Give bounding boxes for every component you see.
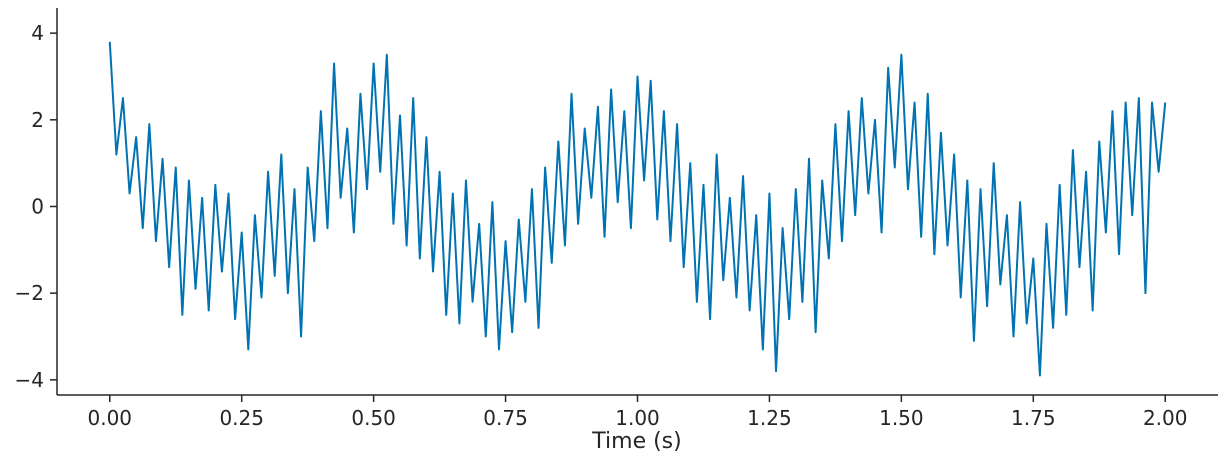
signal-line bbox=[108, 41, 1167, 377]
x-tick-label: 0.00 bbox=[88, 406, 133, 430]
x-tick-label: 0.50 bbox=[351, 406, 396, 430]
y-tick-label: 0 bbox=[31, 194, 44, 218]
x-axis-label: Time (s) bbox=[591, 429, 681, 454]
y-tick-label: 2 bbox=[31, 108, 44, 132]
x-tick-label: 1.75 bbox=[1011, 406, 1056, 430]
x-tick-label: 2.00 bbox=[1143, 406, 1188, 430]
x-tick-label: 1.25 bbox=[747, 406, 792, 430]
y-tick-label: −2 bbox=[15, 281, 44, 305]
x-tick-label: 1.00 bbox=[615, 406, 660, 430]
y-tick-label: 4 bbox=[31, 21, 44, 45]
x-tick-label: 0.75 bbox=[483, 406, 528, 430]
y-tick-label: −4 bbox=[15, 368, 44, 392]
x-tick-label: 0.25 bbox=[219, 406, 264, 430]
x-tick-label: 1.50 bbox=[879, 406, 924, 430]
